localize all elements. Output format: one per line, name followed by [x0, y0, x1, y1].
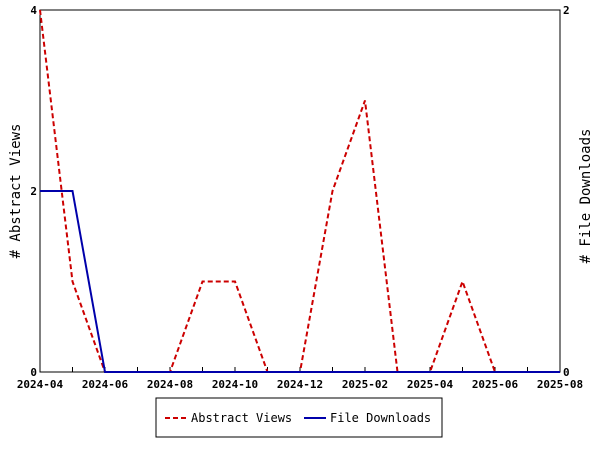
x-tick-label: 2025-04 — [407, 378, 454, 391]
x-tick-label: 2025-02 — [342, 378, 388, 391]
legend-label-abstract-views: Abstract Views — [191, 411, 292, 425]
y2-axis-title: # File Downloads — [578, 129, 594, 264]
legend-box — [155, 397, 443, 438]
x-tick-label: 2024-08 — [147, 378, 193, 391]
series-layer — [39, 9, 560, 373]
x-tick-label: 2025-08 — [537, 378, 583, 391]
y-axis-title: # Abstract Views — [8, 124, 24, 259]
x-tick-label: 2024-10 — [212, 378, 258, 391]
legend: Abstract Views File Downloads — [155, 397, 443, 438]
x-tick-label: 2024-04 — [17, 378, 64, 391]
x-axis: 2024-04 2024-06 2024-08 2024-10 2024-12 2025-… — [17, 367, 583, 391]
series-line-file-downloads — [40, 190, 560, 373]
x-tick-label: 2024-12 — [277, 378, 323, 391]
y-tick-label: 0 — [30, 366, 37, 379]
legend-label-file-downloads: File Downloads — [330, 411, 431, 425]
plot-area — [39, 9, 561, 373]
x-tick-label: 2025-06 — [472, 378, 519, 391]
y2-tick-label: 0 — [563, 366, 570, 379]
y-tick-label: 4 — [30, 4, 37, 17]
y2-tick-label: 2 — [563, 4, 570, 17]
x-tick-label: 2024-06 — [82, 378, 129, 391]
y-tick-label: 2 — [30, 185, 37, 198]
